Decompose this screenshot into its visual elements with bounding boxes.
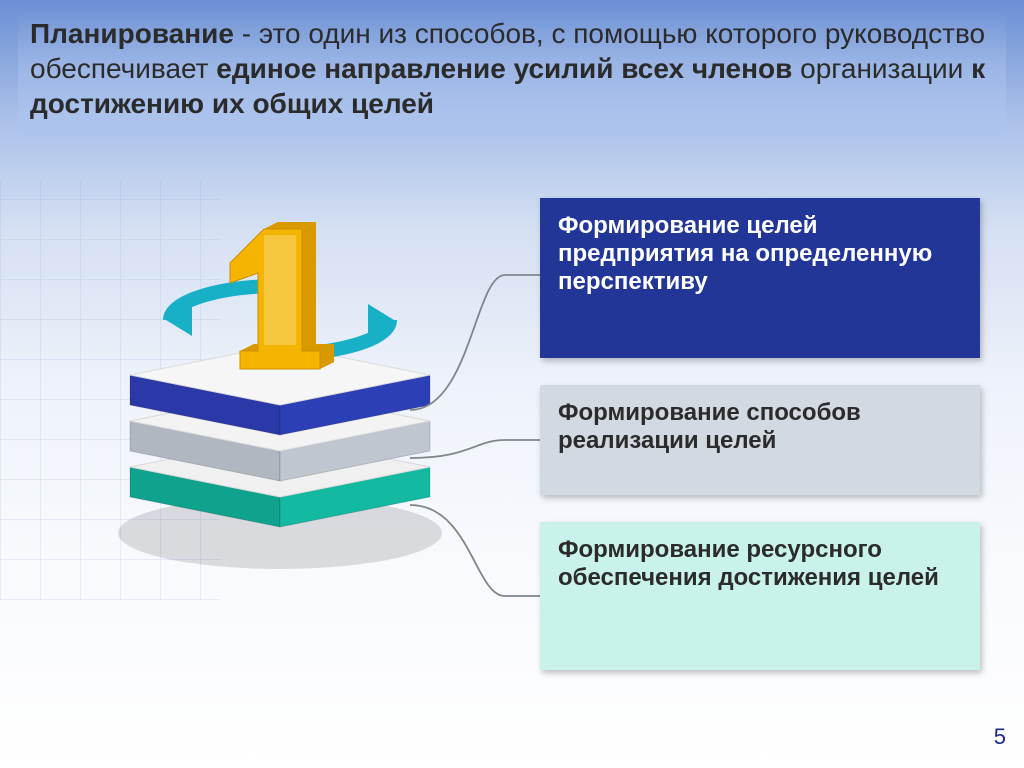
page-number: 5	[994, 724, 1006, 750]
info-box-1: Формирование целей предприятия на опреде…	[540, 198, 980, 358]
info-box-3: Формирование ресурсного обеспечения дост…	[540, 522, 980, 670]
definition-header: Планирование - это один из способов, с п…	[18, 8, 1006, 135]
definition-text: Планирование - это один из способов, с п…	[30, 16, 994, 121]
info-box-2: Формирование способов реализации целей	[540, 385, 980, 495]
layered-stack-graphic	[80, 220, 520, 640]
